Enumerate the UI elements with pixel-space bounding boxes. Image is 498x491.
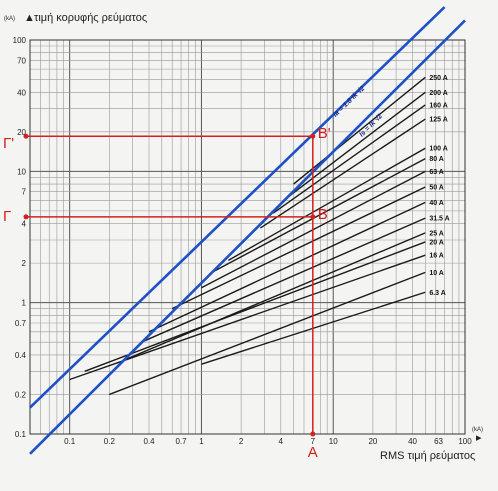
y-tick-label: 4 [22,220,27,229]
x-tick-label: 0.1 [64,437,76,446]
reference-label-b-prime: B' [318,125,331,142]
x-tick-label: 40 [408,437,417,446]
rating-line [148,201,426,333]
x-tick-label: 1 [199,437,204,446]
rating-line [121,232,426,362]
y-tick-label: 100 [13,36,27,45]
rating-label: 31.5 A [429,216,449,223]
y-axis-title: τιμή κορυφής ρεύματος [34,12,147,24]
rating-label: 250 A [429,75,447,82]
y-axis-unit: (kA) [4,16,15,22]
y-tick-label: 0.1 [15,430,27,439]
rating-label: 160 A [429,102,447,109]
rating-label: 20 A [429,239,444,246]
y-tick-label: 0.4 [15,351,27,360]
y-tick-label: 20 [17,128,26,137]
x-tick-label: 10 [329,437,338,446]
plot-frame [29,39,466,435]
x-tick-label: 63 [434,437,443,446]
rating-line [171,186,426,310]
rating-label: 40 A [429,200,444,207]
rating-line [211,157,426,274]
reference-point [23,133,29,139]
rating-label: 50 A [429,184,444,191]
rating-label: 63 A [429,169,444,176]
reference-point [310,214,316,220]
rating-line [293,76,426,185]
rating-lines: 250 A 200 A 160 A 125 A 100 A 80 A 63 A 50 A 40 … [69,75,450,396]
rating-label: 6.3 A [429,290,445,297]
x-axis-unit: (kA) [472,427,483,433]
x-tick-label: 4 [279,437,284,446]
y-tick-label: 1 [22,299,27,308]
y-tick-label: 70 [17,56,26,65]
y-tick-label: 2 [22,259,27,268]
x-tick-labels: 0.1 0.2 0.4 0.7 1 2 4 7 10 20 40 63 100 [64,437,472,446]
reference-point [23,214,29,220]
reference-label-a: A [308,444,318,461]
rating-label: 100 A [429,146,447,153]
rating-line [227,147,426,261]
rating-label: 200 A [429,90,447,97]
x-axis-title: RMS τιμή ρεύματος [380,450,475,462]
reference-label-gamma-prime: Γ' [3,135,14,152]
rating-label: 16 A [429,253,444,260]
rating-label: 10 A [429,270,444,277]
x-tick-label: 0.7 [175,437,187,446]
rating-line [141,217,426,343]
reference-lines: A B' B Γ' Γ [3,125,331,461]
y-tick-label: 7 [22,188,27,197]
x-tick-label: 0.2 [104,437,116,446]
y-tick-label: 40 [17,88,26,97]
rating-label: 80 A [429,156,444,163]
diagonal-line [29,6,446,409]
reference-label-b: B [318,206,328,223]
reference-label-gamma: Γ [3,208,11,225]
rating-line [69,254,426,381]
y-axis-marker: ▲ [24,12,35,24]
rating-line [283,91,426,202]
rating-label: 125 A [429,117,447,124]
x-tick-label: 7 [311,437,316,446]
reference-point [310,431,316,437]
rating-line [259,118,426,229]
diagonal-line [29,19,466,455]
rating-line [272,104,426,214]
x-tick-label: 20 [368,437,377,446]
x-tick-label: 0.4 [143,437,155,446]
x-tick-label: 2 [239,437,244,446]
y-tick-label: 10 [17,167,26,176]
x-tick-label: 100 [458,437,472,446]
y-tick-label: 0.2 [15,390,27,399]
y-tick-labels: 0.1 0.2 0.4 0.7 1 2 4 7 10 20 40 70 100 [13,36,27,439]
rating-line [84,241,426,372]
rating-label: 25 A [429,230,444,237]
y-tick-label: 0.7 [15,319,27,328]
rating-line [109,271,426,396]
x-axis-marker: ▸ [476,432,482,444]
reference-point [310,133,316,139]
